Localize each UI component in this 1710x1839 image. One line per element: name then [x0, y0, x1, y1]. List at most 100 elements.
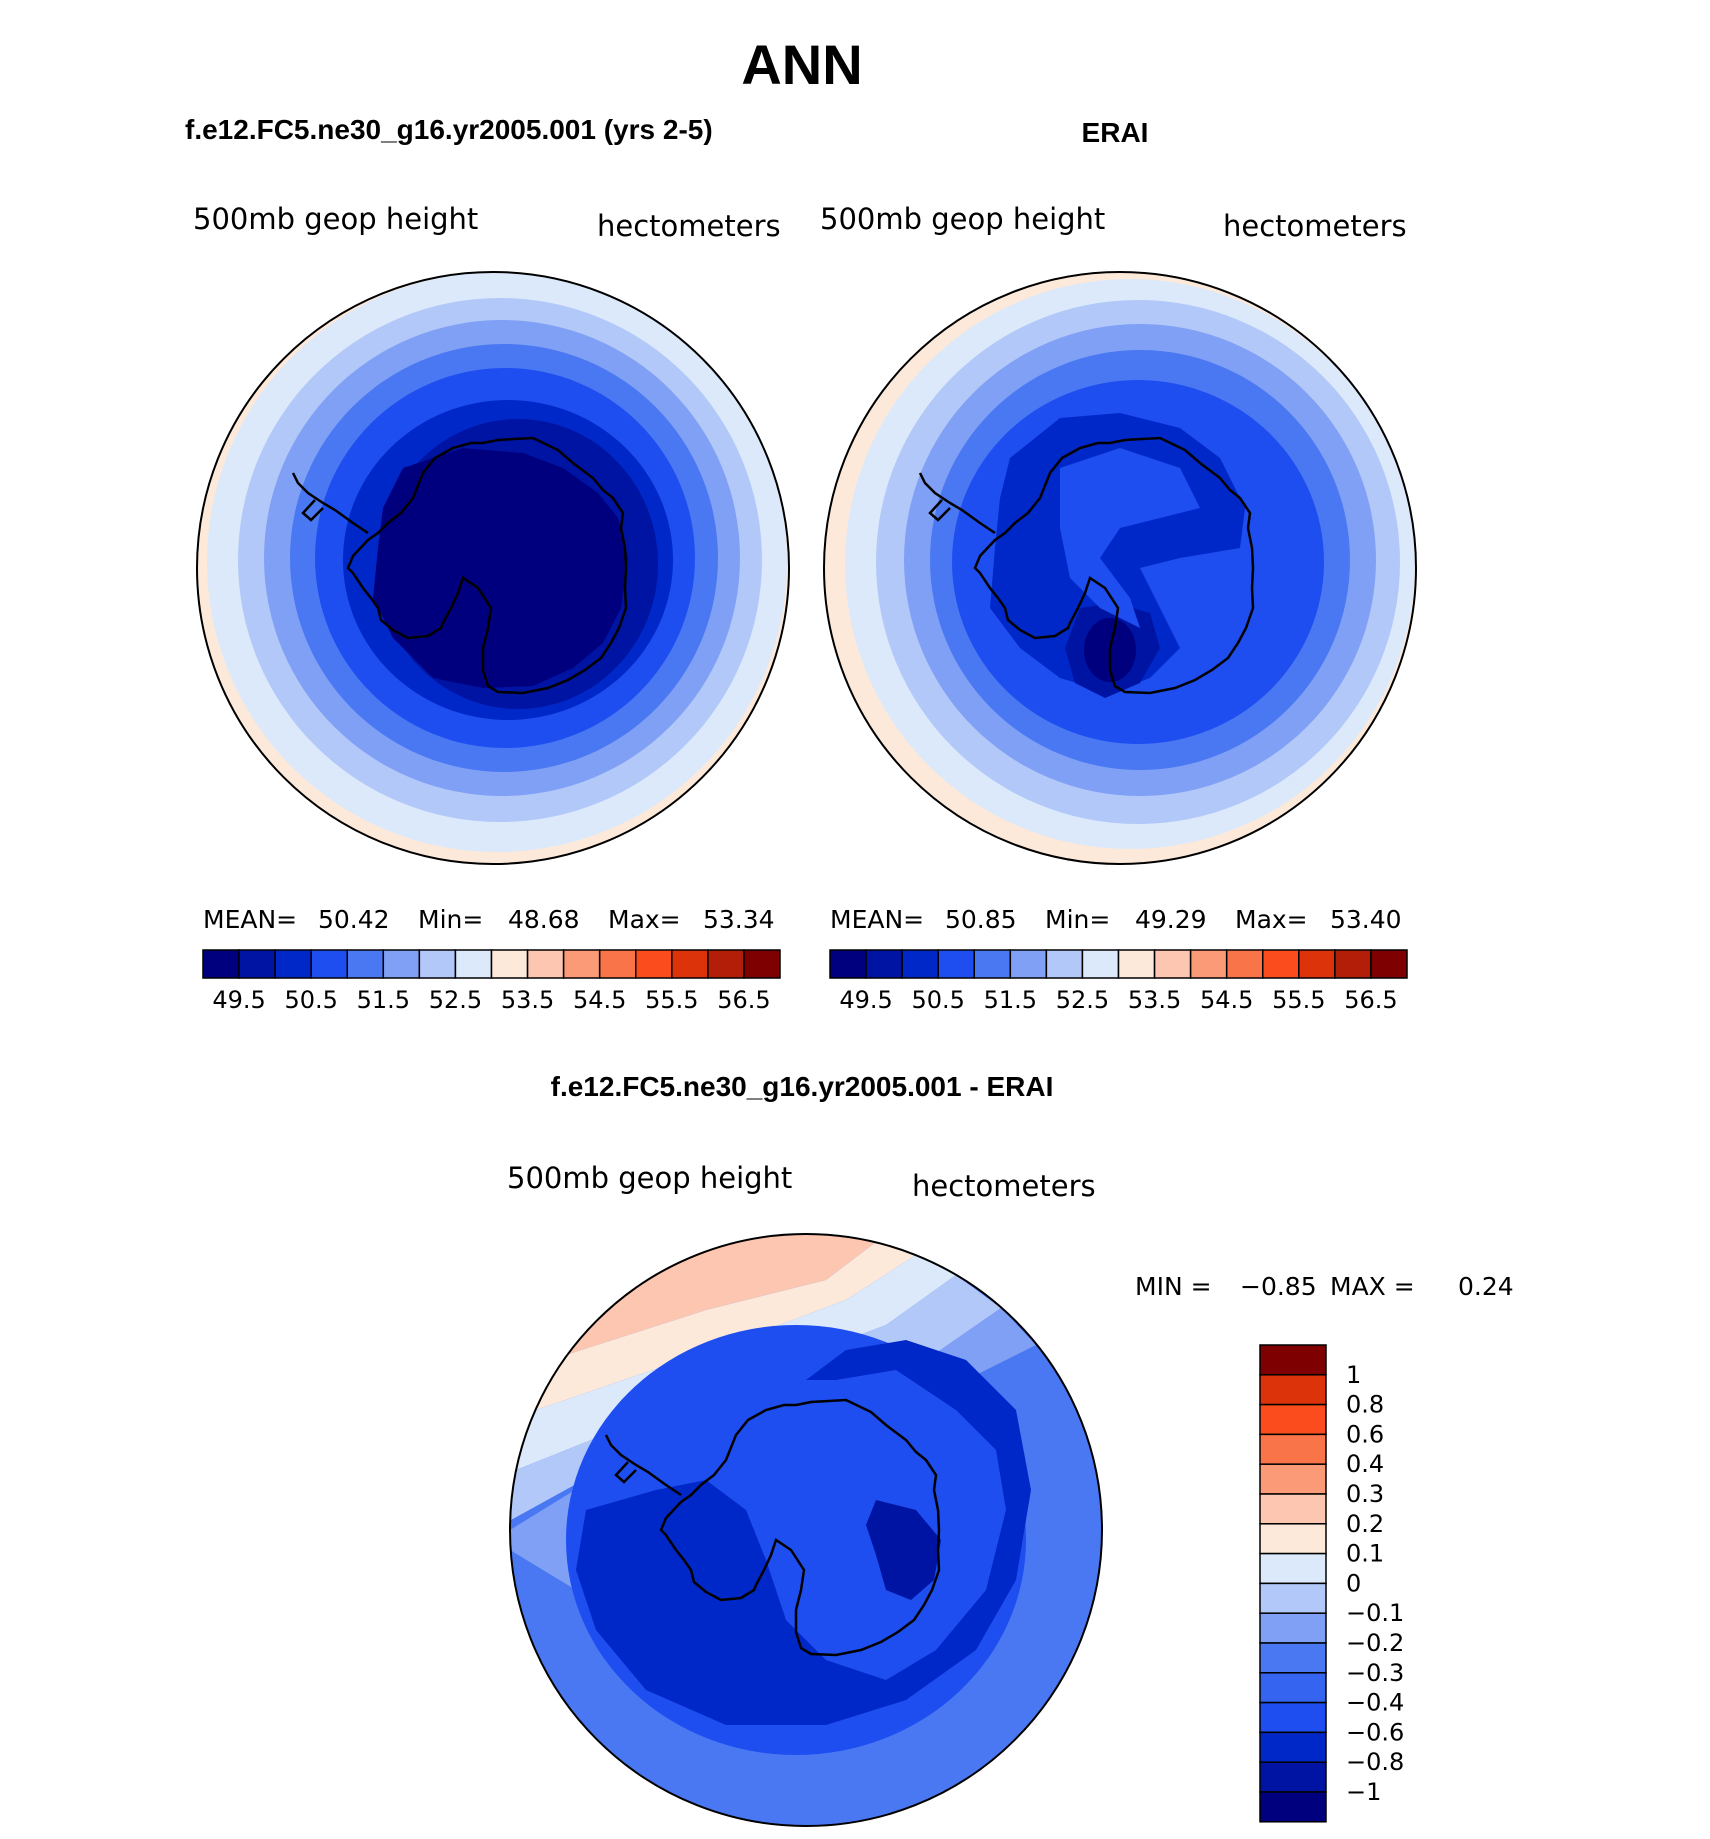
region-lvl0 [373, 448, 628, 688]
map-difference [509, 1233, 1103, 1827]
colorbar-box [1259, 1672, 1327, 1704]
colorbar-box [1259, 1433, 1327, 1465]
colorbar-box [743, 949, 781, 979]
colorbar-tick-label: 53.5 [1128, 986, 1181, 1014]
colorbar-box [829, 949, 867, 979]
main-title: ANN [741, 33, 862, 96]
colorbar-tick-label: 1 [1346, 1361, 1361, 1389]
colorbar-tick-label: 50.5 [284, 986, 337, 1014]
svg-text:53.34: 53.34 [703, 905, 775, 934]
svg-text:50.42: 50.42 [318, 905, 390, 934]
colorbar-box [274, 949, 312, 979]
colorbar-tick-label: 54.5 [573, 986, 626, 1014]
colorbar-tick-label: −0.1 [1346, 1599, 1404, 1627]
colorbar-box [1259, 1731, 1327, 1763]
svg-text:MEAN=: MEAN= [203, 905, 297, 934]
diff-stats: MIN = −0.85 MAX = 0.24 [1135, 1272, 1514, 1301]
colorbar-box [382, 949, 421, 979]
colorbar-tick-label: 55.5 [1272, 986, 1325, 1014]
panel2-stats: MEAN= 50.85 Min= 49.29 Max= 53.40 [830, 905, 1402, 934]
colorbar-box [1259, 1374, 1327, 1406]
colorbar-box [1117, 949, 1156, 979]
colorbar-tick-label: 51.5 [984, 986, 1037, 1014]
colorbar-tick-label: 56.5 [1344, 986, 1397, 1014]
svg-text:−0.85: −0.85 [1240, 1272, 1317, 1301]
colorbar-tick-label: −0.4 [1346, 1689, 1404, 1717]
colorbar-tick-label: 56.5 [717, 986, 770, 1014]
colorbar-tick-label: 52.5 [429, 986, 482, 1014]
svg-text:MAX =: MAX = [1330, 1272, 1415, 1301]
colorbar-box [238, 949, 276, 979]
colorbar-box [707, 949, 745, 979]
colorbar-box [1259, 1642, 1327, 1674]
colorbar-box [1259, 1552, 1327, 1585]
colorbar-box [490, 949, 529, 979]
colorbar-box [1225, 949, 1264, 979]
colorbar-box [1259, 1582, 1327, 1614]
colorbar-box [202, 949, 240, 979]
svg-text:53.40: 53.40 [1330, 905, 1402, 934]
colorbar-box [635, 949, 673, 979]
colorbar-box [901, 949, 939, 979]
colorbar-tick-label: 0.3 [1346, 1480, 1384, 1508]
panel2-right-label: hectometers [1223, 209, 1407, 243]
colorbar-erai: 49.5 50.5 51.5 52.5 53.5 54.5 55.5 56.5 [829, 949, 1408, 1014]
band-lvl8 [536, 1242, 916, 1410]
colorbar-box [1259, 1791, 1327, 1823]
colorbar-model: 49.5 50.5 51.5 52.5 53.5 54.5 55.5 56.5 [202, 949, 781, 1014]
diff-right-label: hectometers [912, 1169, 1096, 1203]
colorbar-tick-label: 0.8 [1346, 1391, 1384, 1419]
colorbar-difference: 10.80.60.40.30.20.10−0.1−0.2−0.3−0.4−0.6… [1259, 1344, 1404, 1823]
colorbar-box [1259, 1463, 1327, 1495]
region-lvl1 [866, 1500, 941, 1600]
colorbar-tick-label: 50.5 [911, 986, 964, 1014]
colorbar-box [418, 949, 457, 979]
colorbar-box [1259, 1403, 1327, 1436]
colorbar-tick-label: 52.5 [1056, 986, 1109, 1014]
colorbar-tick-label: −1 [1346, 1778, 1381, 1806]
colorbar-tick-label: 55.5 [645, 986, 698, 1014]
svg-text:Max=: Max= [608, 905, 681, 934]
band-lvl9 [566, 1233, 876, 1355]
colorbar-box [1262, 949, 1300, 979]
colorbar-tick-label: −0.6 [1346, 1718, 1404, 1746]
svg-text:MIN =: MIN = [1135, 1272, 1212, 1301]
panel1-title: f.e12.FC5.ne30_g16.yr2005.001 (yrs 2-5) [185, 114, 713, 145]
svg-text:Min=: Min= [1045, 905, 1110, 934]
panel2-title: ERAI [1082, 117, 1149, 148]
colorbar-tick-label: 53.5 [501, 986, 554, 1014]
region-lvl2 [576, 1340, 1031, 1725]
colorbar-box [346, 949, 385, 979]
colorbar-tick-label: 0.2 [1346, 1510, 1384, 1538]
colorbar-box [937, 949, 975, 979]
colorbar-box [671, 949, 709, 979]
colorbar-box [1259, 1344, 1327, 1376]
colorbar-tick-label: −0.3 [1346, 1659, 1404, 1687]
colorbar-box [1045, 949, 1084, 979]
colorbar-box [562, 949, 601, 979]
region-lvl3-inner [1060, 448, 1200, 628]
panel2-left-label: 500mb geop height [820, 202, 1105, 236]
colorbar-tick-label: 0.1 [1346, 1540, 1384, 1568]
colorbar-box [1370, 949, 1408, 979]
colorbar-tick-label: 0.6 [1346, 1420, 1384, 1448]
map-erai [823, 271, 1417, 865]
svg-text:0.24: 0.24 [1458, 1272, 1514, 1301]
colorbar-box [1334, 949, 1372, 979]
colorbar-tick-label: 51.5 [357, 986, 410, 1014]
panel1-left-label: 500mb geop height [193, 202, 478, 236]
colorbar-box [1259, 1761, 1327, 1793]
panel1-right-label: hectometers [597, 209, 781, 243]
colorbar-box [1259, 1493, 1327, 1525]
svg-text:Max=: Max= [1235, 905, 1308, 934]
colorbar-box [1153, 949, 1192, 979]
diff-left-label: 500mb geop height [507, 1161, 792, 1195]
colorbar-box [973, 949, 1012, 979]
colorbar-box [1259, 1701, 1327, 1734]
colorbar-box [598, 949, 637, 979]
colorbar-box [1189, 949, 1228, 979]
colorbar-tick-label: 0 [1346, 1569, 1361, 1597]
diff-title: f.e12.FC5.ne30_g16.yr2005.001 - ERAI [551, 1071, 1054, 1102]
colorbar-box [1259, 1612, 1327, 1644]
